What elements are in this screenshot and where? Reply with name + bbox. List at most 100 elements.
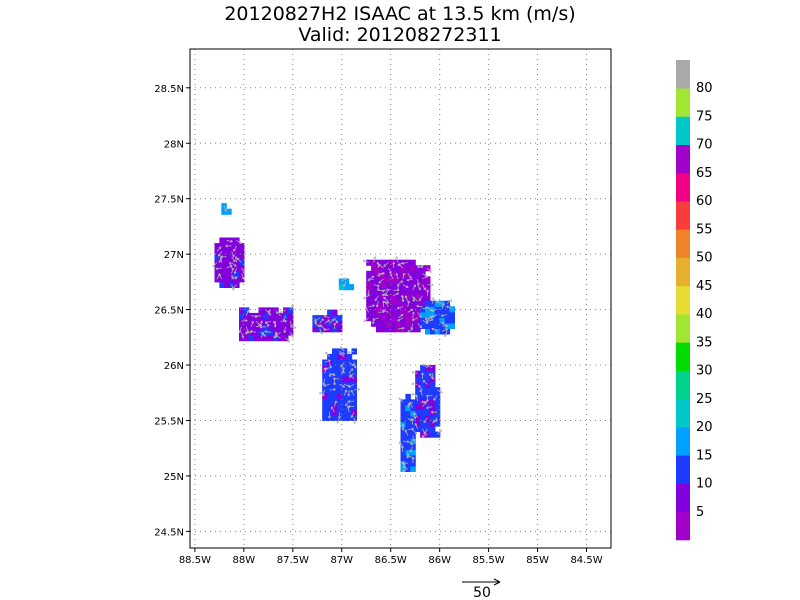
colorbar-segment-12 (676, 172, 690, 202)
data-cell-8-14 (405, 460, 411, 467)
data-cell-6-72 (390, 265, 397, 272)
data-cell-6-146 (420, 276, 426, 283)
wind-arrow-3-6 (319, 324, 325, 330)
wind-arrow-7-12 (426, 319, 433, 323)
wind-arrow-7-3 (422, 306, 429, 310)
reference-vector: 50 (462, 578, 501, 600)
wind-arrow-1-12 (218, 256, 223, 263)
colorbar-segment-2 (676, 455, 690, 484)
data-cell-8-19 (405, 432, 411, 439)
data-cell-6-21 (371, 259, 377, 266)
wind-arrow-6-28 (374, 295, 379, 302)
data-cell-2-18 (253, 329, 260, 336)
wind-arrow-2-50 (275, 311, 281, 316)
wind-arrow-5-79 (353, 388, 361, 391)
data-cell-9-19 (420, 387, 426, 394)
wind-vectors (212, 205, 453, 473)
wind-arrow-3-4 (319, 318, 324, 324)
wind-arrow-6-113 (407, 328, 413, 333)
data-cell-2-52 (283, 329, 289, 336)
colorbar-segment-6 (676, 342, 690, 371)
wind-arrow-2-53 (283, 326, 287, 333)
data-cell-7-37 (449, 306, 455, 313)
data-cell-1-43 (239, 276, 245, 283)
wind-arrow-1-38 (234, 256, 238, 263)
wind-arrow-9-44 (426, 394, 433, 398)
data-cell-1-46 (239, 259, 245, 266)
data-cell-1-20 (224, 259, 230, 266)
data-cell-7-13 (429, 311, 436, 318)
data-cell-1-15 (219, 237, 225, 244)
data-cell-6-71 (390, 270, 397, 277)
data-cell-5-39 (336, 398, 343, 405)
wind-arrow-5-20 (323, 367, 330, 371)
data-cell-6-6 (366, 281, 372, 288)
data-cell-7-27 (439, 300, 446, 307)
data-cell-7-15 (429, 300, 436, 307)
wind-arrow-7-22 (441, 328, 449, 332)
data-cell-2-9 (243, 318, 250, 325)
colorbar: 5 10 15 20 25 30 35 40 45 50 55 60 65 70 75 80 (676, 60, 713, 541)
wind-arrow-2-20 (255, 320, 261, 326)
colorbar-label-14: 75 (696, 110, 713, 125)
data-cell-5-61 (341, 348, 348, 355)
wind-arrow-6-95 (402, 284, 409, 288)
data-cell-6-10 (371, 320, 377, 327)
data-cell-6-15 (371, 293, 377, 300)
data-cell-2-56 (283, 307, 289, 314)
data-cell-6-19 (371, 270, 377, 277)
data-cell-9-10 (415, 370, 421, 377)
data-cell-8-30 (410, 449, 416, 456)
data-cell-7-21 (434, 300, 441, 307)
data-cell-9-25 (425, 426, 431, 433)
data-cell-6-136 (415, 270, 421, 277)
wind-arrow-7-20 (431, 308, 438, 312)
wind-arrow-6-96 (402, 272, 406, 280)
wind-arrow-2-18 (249, 330, 257, 333)
wind-arrow-6-67 (393, 292, 399, 297)
wind-arrow-5-59 (340, 362, 345, 368)
wind-arrow-5-78 (350, 389, 355, 396)
data-cell-6-53 (385, 298, 392, 305)
data-cell-6-57 (385, 276, 392, 283)
wind-arrow-6-122 (406, 278, 413, 282)
data-cell-1-48 (239, 248, 245, 255)
wind-arrow-5-85 (347, 350, 355, 354)
wind-arrow-6-93 (401, 295, 405, 302)
data-cell-6-70 (390, 276, 397, 283)
wind-arrow-6-46 (378, 264, 384, 269)
data-cell-5-53 (341, 392, 348, 399)
y-tick-label-6: 27.5N (154, 195, 184, 206)
data-cell-9-51 (434, 420, 441, 427)
data-cell-1-18 (224, 270, 230, 277)
wind-arrow-8-29 (406, 454, 413, 458)
data-cell-9-42 (429, 403, 436, 410)
data-cell-8-11 (400, 405, 406, 412)
data-cell-6-121 (410, 281, 416, 288)
wind-arrow-1-32 (225, 244, 232, 248)
data-cell-5-35 (332, 348, 338, 355)
data-cell-2-37 (268, 318, 274, 325)
data-cell-7-28 (444, 328, 451, 335)
data-cell-3-10 (327, 320, 333, 327)
data-cell-9-32 (425, 387, 431, 394)
wind-arrow-6-89 (397, 317, 404, 322)
wind-arrow-7-27 (436, 300, 443, 304)
data-cell-1-3 (214, 259, 220, 266)
data-cell-6-0 (366, 315, 372, 322)
wind-arrow-2-35 (264, 330, 271, 334)
x-tick-label-5: 86W (428, 555, 451, 566)
wind-arrow-9-8 (411, 382, 418, 386)
data-cell-8-39 (410, 399, 416, 406)
wind-arrow-1-29 (231, 262, 237, 267)
data-cell-7-4 (425, 328, 431, 335)
data-cell-5-5 (322, 387, 328, 394)
data-cell-5-83 (351, 365, 357, 372)
wind-arrow-9-24 (421, 433, 428, 438)
wind-arrow-6-2 (368, 304, 375, 308)
data-cell-9-7 (415, 387, 421, 394)
data-cell-1-41 (234, 243, 240, 250)
data-cell-6-13 (371, 304, 377, 311)
data-cell-8-38 (410, 405, 416, 412)
wind-arrow-5-67 (347, 389, 351, 397)
